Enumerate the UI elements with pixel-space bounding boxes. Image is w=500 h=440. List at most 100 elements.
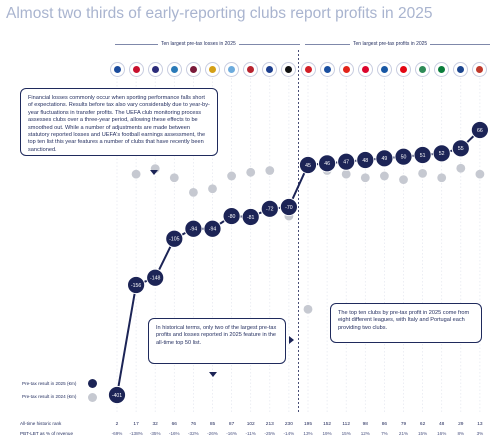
- pct-value: 15%: [342, 431, 351, 436]
- club-crest-icon: [224, 62, 240, 77]
- club-crest-icon: [128, 62, 144, 77]
- point-2024: [418, 169, 427, 178]
- point-2025: [146, 268, 165, 287]
- point-2025: [203, 219, 222, 238]
- pct-value: -16%: [226, 431, 237, 436]
- point-2025-label: 47: [343, 159, 349, 165]
- pct-value: 8%: [457, 431, 464, 436]
- point-2025-label: -94: [190, 227, 198, 233]
- rank-row-label: All-time historic rank: [20, 421, 62, 426]
- pct-value: -26%: [207, 431, 218, 436]
- historical-note: In historical terms, only two of the lar…: [148, 318, 286, 364]
- point-2024: [303, 304, 313, 314]
- point-2025: [394, 147, 413, 166]
- club-crest-icon: [357, 62, 373, 77]
- club-crest-icon: [472, 62, 488, 77]
- pct-value: -14%: [284, 431, 295, 436]
- point-2025: [127, 275, 146, 295]
- rank-value: 2: [116, 421, 119, 427]
- losses-group-label: Ten largest pre-tax losses in 2025: [158, 41, 239, 47]
- point-2025: [107, 385, 127, 405]
- point-2025-label: -401: [112, 393, 122, 399]
- point-2025-label: -148: [150, 276, 160, 282]
- rank-value: 102: [247, 421, 255, 427]
- legend-2024-marker: [88, 393, 97, 402]
- rank-value: 98: [363, 421, 369, 427]
- point-2024: [246, 167, 256, 177]
- club-crest-icon: [453, 62, 469, 77]
- point-2024: [360, 173, 370, 183]
- rank-value: 85: [210, 421, 216, 427]
- pct-value: -25%: [264, 431, 275, 436]
- club-crest-icon: [166, 62, 182, 77]
- rank-value: 17: [133, 421, 139, 427]
- point-2025-label: -81: [247, 215, 255, 221]
- point-2025: [451, 139, 470, 158]
- legend-2025-label: Pre-tax result in 2025 (€m): [22, 381, 77, 386]
- point-2025-label: -80: [228, 214, 236, 220]
- club-crest-icon: [300, 62, 316, 77]
- point-2024: [475, 169, 485, 179]
- point-2025-label: -70: [285, 205, 293, 211]
- point-2025: [413, 145, 432, 165]
- point-2024: [399, 175, 408, 185]
- point-2025: [279, 197, 298, 217]
- pct-value: 16%: [437, 431, 446, 436]
- club-crest-icon: [147, 62, 163, 77]
- club-crest-icon: [396, 62, 411, 77]
- point-2025: [260, 199, 279, 218]
- leagues-note: The top ten clubs by pre-tax profit in 2…: [330, 303, 482, 343]
- club-crest-icon: [376, 62, 392, 77]
- point-2025-label: 55: [458, 146, 464, 152]
- pct-value: 7%: [381, 431, 388, 436]
- rank-value: 66: [172, 421, 178, 427]
- pct-value: -35%: [150, 431, 161, 436]
- pct-value: 15%: [418, 431, 427, 436]
- point-2025: [337, 152, 356, 171]
- rank-value: 152: [323, 421, 331, 427]
- pct-value: 3%: [477, 431, 484, 436]
- pct-value: 19%: [322, 431, 331, 436]
- point-2024: [265, 166, 275, 175]
- point-2024: [380, 171, 389, 181]
- pct-value: 21%: [399, 431, 408, 436]
- point-2025-label: 52: [439, 151, 445, 157]
- club-crest-icon: [338, 62, 354, 77]
- point-2025-label: 45: [305, 163, 311, 169]
- pct-value: -69%: [112, 431, 123, 436]
- point-2025: [470, 120, 489, 140]
- pct-value: 13%: [303, 431, 312, 436]
- club-crest-icon: [109, 62, 125, 77]
- rank-value: 13: [477, 421, 483, 427]
- point-2025-label: 48: [362, 158, 368, 164]
- rank-value: 29: [458, 421, 464, 427]
- point-2025: [356, 150, 375, 170]
- club-crest-icon: [434, 62, 450, 77]
- point-2025: [318, 154, 337, 173]
- point-2024: [227, 171, 237, 181]
- legend-2024-label: Pre-tax result in 2024 (€m): [22, 394, 77, 399]
- point-2025: [298, 155, 318, 175]
- profits-group-label: Ten largest pre-tax profits in 2025: [350, 41, 431, 47]
- rank-value: 32: [153, 421, 159, 427]
- point-2024: [131, 169, 141, 179]
- point-2024: [341, 169, 351, 179]
- pointer-marker: [289, 336, 294, 344]
- pct-row-label: PBT-LBT as % of revenue: [20, 431, 74, 436]
- point-2025: [165, 229, 184, 248]
- pct-value: -32%: [188, 431, 199, 436]
- pointer-marker: [150, 170, 158, 175]
- point-2024: [208, 184, 217, 194]
- pct-value: -138%: [129, 431, 142, 436]
- rank-value: 48: [439, 421, 445, 427]
- club-crest-icon: [205, 62, 220, 77]
- club-crest-icon: [281, 62, 297, 77]
- point-2024: [169, 173, 179, 183]
- point-2025-label: 51: [420, 153, 426, 159]
- point-2025-label: -156: [131, 283, 141, 289]
- point-2025: [222, 206, 241, 226]
- point-2025-label: 49: [382, 156, 388, 162]
- point-2025-label: 46: [324, 161, 330, 167]
- rank-value: 213: [266, 421, 274, 427]
